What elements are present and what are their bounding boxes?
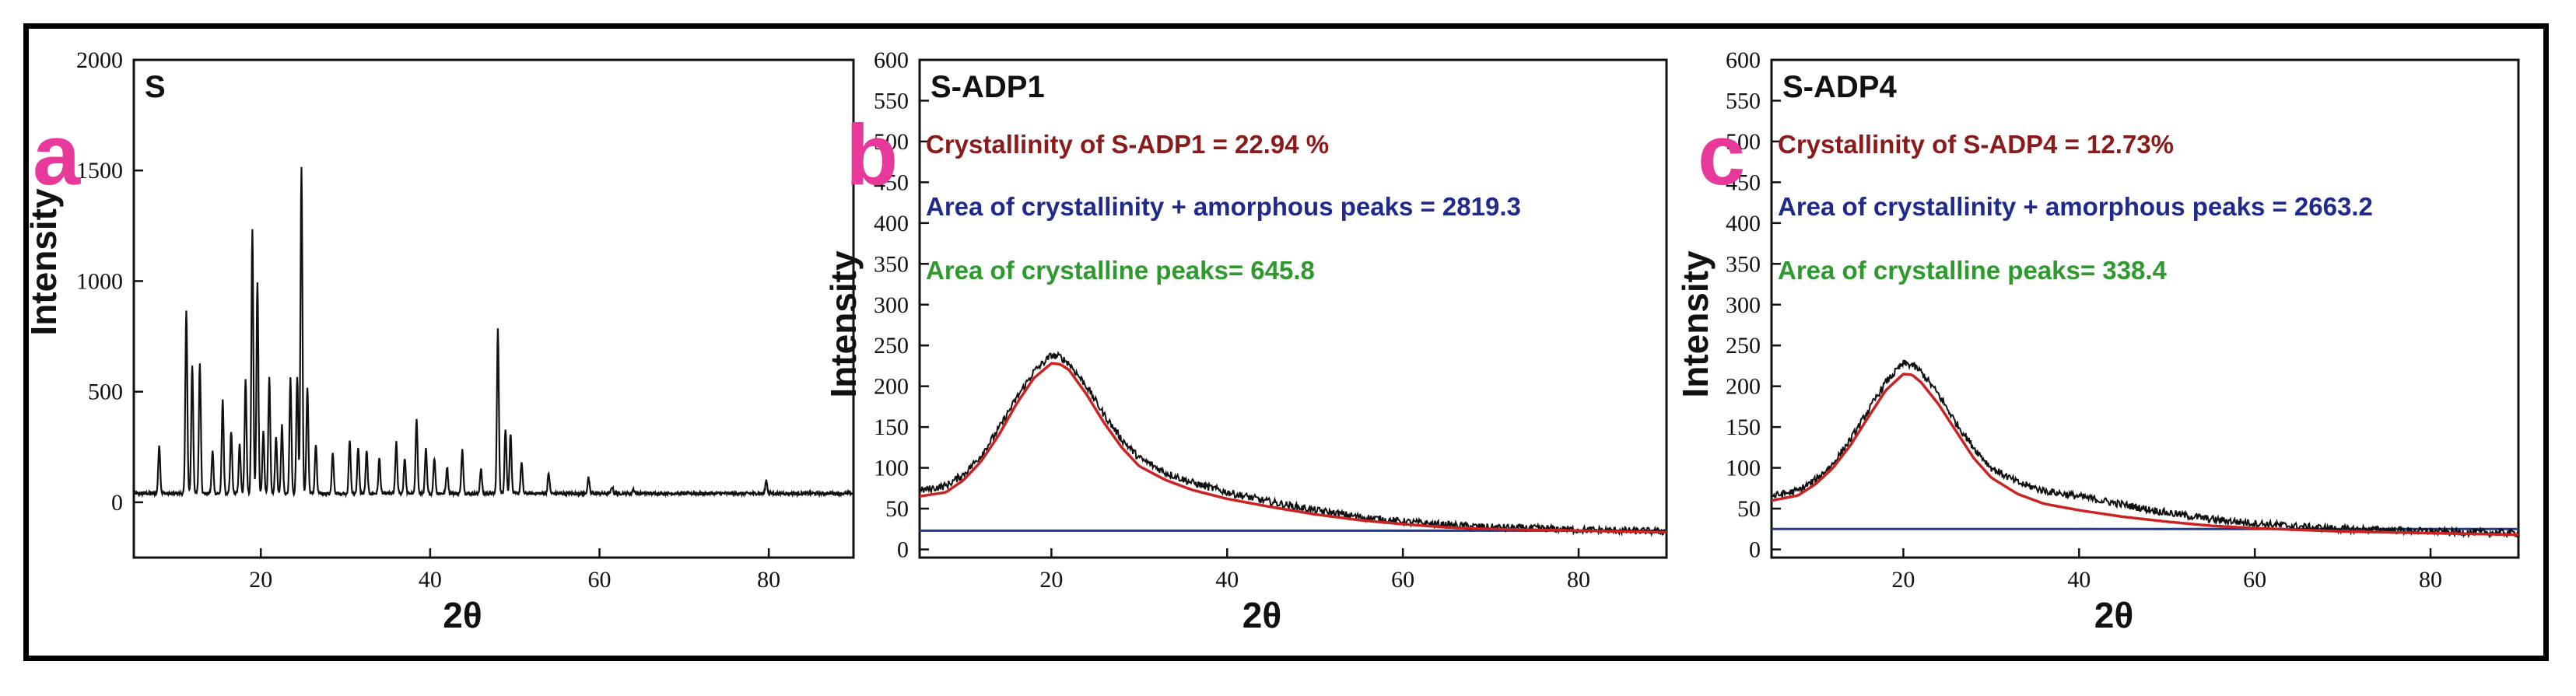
x-tick-label: 20 xyxy=(1039,567,1063,593)
x-tick-label: 60 xyxy=(588,567,612,593)
x-axis-label: 2θ xyxy=(1242,595,1281,635)
y-tick-label: 350 xyxy=(874,251,909,277)
y-tick-label: 1000 xyxy=(76,268,123,294)
measured-line xyxy=(920,350,1667,537)
y-tick-label: 300 xyxy=(1726,292,1761,318)
x-tick-label: 40 xyxy=(2067,567,2091,593)
x-tick-label: 40 xyxy=(419,567,442,593)
y-tick-label: 100 xyxy=(1726,456,1761,481)
x-axis-label: 2θ xyxy=(443,595,482,635)
y-tick-label: 500 xyxy=(1726,129,1761,155)
y-tick-label: 500 xyxy=(874,129,909,155)
y-tick-label: 550 xyxy=(874,88,909,114)
xrd-pattern-line xyxy=(134,166,853,498)
figure-frame: 20 40 60 80 0 500 1000 1500 2000 2θ Intensity a S 20 4… xyxy=(23,23,2549,661)
plot-frame xyxy=(1770,58,2520,559)
y-tick-label: 50 xyxy=(885,496,909,522)
fit-line xyxy=(1772,372,2518,537)
y-tick-label: 600 xyxy=(1726,47,1761,73)
panel-title: S xyxy=(145,70,166,104)
fit-line xyxy=(920,362,1667,534)
x-tick-label: 40 xyxy=(1215,567,1239,593)
y-tick-label: 50 xyxy=(1737,496,1761,522)
y-tick-label: 300 xyxy=(874,292,909,318)
y-tick-label: 200 xyxy=(874,374,909,400)
y-tick-label: 450 xyxy=(1726,170,1761,195)
y-tick-label: 0 xyxy=(897,537,909,563)
panel-c: 20 40 60 80 0 50 100 150 200 250 300 350 400 450 500 55… xyxy=(1675,47,2520,635)
annotation-1: Crystallinity of S-ADP4 = 12.73% xyxy=(1778,130,2174,159)
x-tick-label: 60 xyxy=(1391,567,1414,593)
x-tick-label: 20 xyxy=(249,567,272,593)
annotation-3: Area of crystalline peaks= 645.8 xyxy=(926,256,1315,285)
y-tick-label: 0 xyxy=(1749,537,1761,563)
plot-frame xyxy=(132,58,855,559)
plot-frame xyxy=(918,58,1668,559)
y-tick-label: 100 xyxy=(874,456,909,481)
y-tick-label: 450 xyxy=(874,170,909,195)
x-tick-label: 80 xyxy=(1567,567,1590,593)
x-tick-label: 80 xyxy=(2419,567,2442,593)
y-axis-label: Intensity xyxy=(29,188,64,336)
panel-title: S-ADP1 xyxy=(931,70,1045,104)
panel-letter: a xyxy=(33,107,81,203)
x-tick-label: 60 xyxy=(2243,567,2266,593)
panel-letter: b xyxy=(846,107,898,203)
x-tick-label: 20 xyxy=(1891,567,1915,593)
x-axis-label: 2θ xyxy=(2094,595,2133,635)
y-tick-label: 550 xyxy=(1726,88,1761,114)
y-tick-label: 500 xyxy=(88,379,123,405)
y-tick-label: 150 xyxy=(1726,414,1761,440)
y-tick-label: 2000 xyxy=(76,47,123,73)
annotation-2: Area of crystallinity + amorphous peaks … xyxy=(1778,192,2373,221)
y-tick-label: 250 xyxy=(1726,333,1761,358)
panel-b: 20 40 60 80 0 50 100 150 200 250 300 350 400 450 500 55… xyxy=(823,47,1668,635)
y-axis-label: Intensity xyxy=(1675,250,1716,398)
y-tick-label: 250 xyxy=(874,333,909,358)
panel-title: S-ADP4 xyxy=(1782,70,1897,104)
y-tick-label: 0 xyxy=(111,490,123,516)
x-tick-label: 80 xyxy=(757,567,780,593)
y-tick-label: 400 xyxy=(1726,211,1761,236)
y-tick-label: 600 xyxy=(874,47,909,73)
y-tick-label: 400 xyxy=(874,211,909,236)
y-tick-label: 150 xyxy=(874,414,909,440)
annotation-1: Crystallinity of S-ADP1 = 22.94 % xyxy=(926,130,1329,159)
y-tick-label: 1500 xyxy=(76,158,123,184)
y-tick-label: 350 xyxy=(1726,251,1761,277)
annotation-2: Area of crystallinity + amorphous peaks … xyxy=(926,192,1521,221)
y-tick-label: 200 xyxy=(1726,374,1761,400)
panel-letter: c xyxy=(1698,107,1745,203)
annotation-3: Area of crystalline peaks= 338.4 xyxy=(1778,256,2168,285)
y-axis-label: Intensity xyxy=(823,250,864,398)
measured-line xyxy=(1772,359,2518,539)
